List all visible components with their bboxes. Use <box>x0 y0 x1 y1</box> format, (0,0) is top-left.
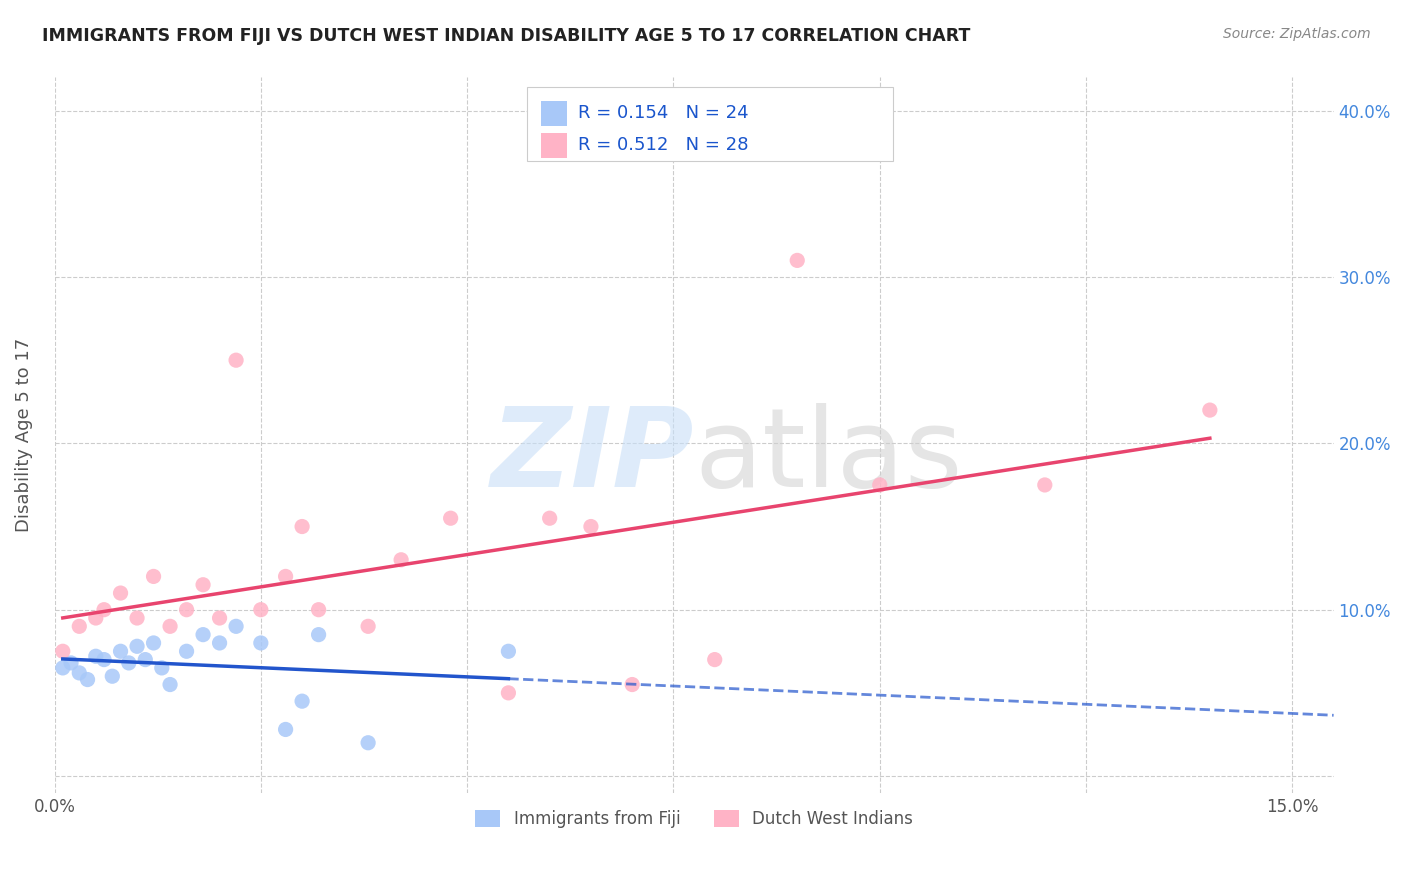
Point <box>357 736 380 750</box>
Text: R = 0.512   N = 28: R = 0.512 N = 28 <box>578 136 748 154</box>
Y-axis label: Disability Age 5 to 17: Disability Age 5 to 17 <box>15 338 32 533</box>
Point <box>786 253 808 268</box>
Point <box>52 644 75 658</box>
Point <box>101 669 124 683</box>
Point <box>159 677 181 691</box>
Point <box>110 586 132 600</box>
Text: Source: ZipAtlas.com: Source: ZipAtlas.com <box>1223 27 1371 41</box>
Point <box>498 686 520 700</box>
Point <box>440 511 463 525</box>
Point <box>250 603 273 617</box>
Point <box>538 511 561 525</box>
Point <box>84 649 107 664</box>
Point <box>1198 403 1220 417</box>
Point <box>1033 478 1056 492</box>
Point <box>225 353 247 368</box>
Point <box>274 569 297 583</box>
Text: atlas: atlas <box>695 403 963 510</box>
Point <box>93 652 115 666</box>
Point <box>869 478 891 492</box>
Point <box>125 640 148 654</box>
Point <box>125 611 148 625</box>
Point <box>703 652 725 666</box>
Point <box>250 636 273 650</box>
Point <box>93 603 115 617</box>
Point <box>76 673 98 687</box>
Point <box>134 652 156 666</box>
Point <box>142 636 165 650</box>
Point <box>176 603 198 617</box>
Point <box>67 665 90 680</box>
Point <box>159 619 181 633</box>
Point <box>176 644 198 658</box>
Point <box>110 644 132 658</box>
Text: ZIP: ZIP <box>491 403 695 510</box>
Point <box>60 656 83 670</box>
Point <box>84 611 107 625</box>
Point <box>274 723 297 737</box>
Point <box>291 694 314 708</box>
Point <box>579 519 602 533</box>
Point <box>308 627 330 641</box>
Point <box>142 569 165 583</box>
Point <box>225 619 247 633</box>
Point <box>357 619 380 633</box>
Point <box>621 677 644 691</box>
Point <box>191 578 214 592</box>
Text: IMMIGRANTS FROM FIJI VS DUTCH WEST INDIAN DISABILITY AGE 5 TO 17 CORRELATION CHA: IMMIGRANTS FROM FIJI VS DUTCH WEST INDIA… <box>42 27 970 45</box>
Point <box>191 627 214 641</box>
Point <box>52 661 75 675</box>
Point <box>208 636 231 650</box>
Point <box>389 553 412 567</box>
Point <box>498 644 520 658</box>
Point <box>118 656 141 670</box>
Text: R = 0.154   N = 24: R = 0.154 N = 24 <box>578 104 748 122</box>
Point <box>308 603 330 617</box>
Point <box>67 619 90 633</box>
Point <box>208 611 231 625</box>
Point <box>291 519 314 533</box>
Point <box>150 661 173 675</box>
Legend: Immigrants from Fiji, Dutch West Indians: Immigrants from Fiji, Dutch West Indians <box>468 803 920 834</box>
